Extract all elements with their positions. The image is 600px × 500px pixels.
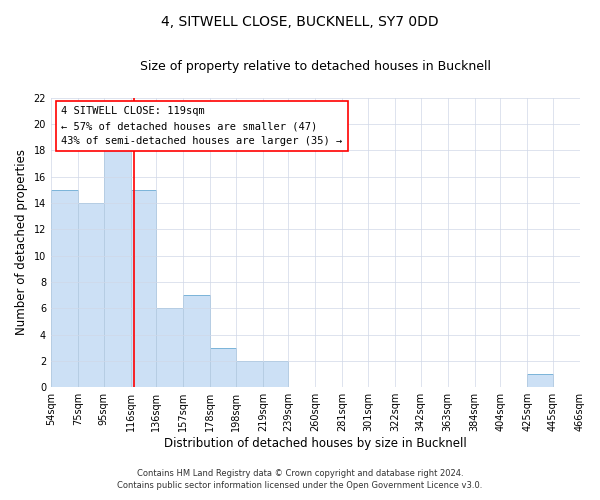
X-axis label: Distribution of detached houses by size in Bucknell: Distribution of detached houses by size … — [164, 437, 467, 450]
Bar — [210, 348, 236, 387]
Bar — [236, 361, 263, 387]
Bar — [51, 190, 78, 387]
Bar — [156, 308, 183, 387]
Text: 4, SITWELL CLOSE, BUCKNELL, SY7 0DD: 4, SITWELL CLOSE, BUCKNELL, SY7 0DD — [161, 15, 439, 29]
Title: Size of property relative to detached houses in Bucknell: Size of property relative to detached ho… — [140, 60, 491, 73]
Y-axis label: Number of detached properties: Number of detached properties — [15, 150, 28, 336]
Text: 4 SITWELL CLOSE: 119sqm
← 57% of detached houses are smaller (47)
43% of semi-de: 4 SITWELL CLOSE: 119sqm ← 57% of detache… — [61, 106, 343, 146]
Bar — [131, 190, 156, 387]
Bar — [263, 361, 289, 387]
Bar — [527, 374, 553, 387]
Text: Contains HM Land Registry data © Crown copyright and database right 2024.
Contai: Contains HM Land Registry data © Crown c… — [118, 468, 482, 490]
Bar — [104, 150, 131, 387]
Bar — [183, 295, 210, 387]
Bar — [78, 203, 104, 387]
